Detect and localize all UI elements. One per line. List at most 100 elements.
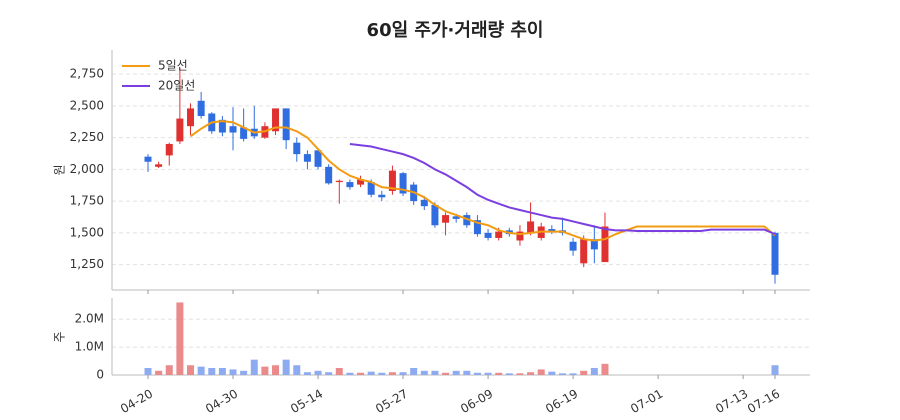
candle-body (580, 239, 588, 264)
legend-label: 20일선 (158, 79, 195, 93)
candle-body (388, 170, 396, 191)
candle-body (463, 215, 471, 226)
candle-body (155, 164, 163, 167)
candle-body (420, 199, 428, 207)
candle-body (218, 119, 226, 133)
volume-bar (473, 372, 481, 375)
volume-bar (218, 368, 226, 375)
x-tick-label: 06-09 (458, 387, 495, 417)
volume-bar (527, 372, 535, 375)
y-axis-label: 원 (53, 164, 67, 175)
volume-bar (357, 372, 365, 375)
volume-bar (208, 368, 216, 375)
candle-body (282, 108, 290, 141)
x-tick-label: 07-13 (713, 387, 750, 417)
candle-body (293, 142, 301, 155)
y-tick-label: 2,000 (70, 162, 104, 176)
y-tick-label: 2,500 (70, 98, 104, 112)
candle-body (378, 194, 386, 198)
volume-bar (580, 370, 588, 375)
candle-body (325, 166, 333, 184)
volume-bar (155, 370, 163, 375)
volume-bar (569, 373, 577, 375)
chart-title: 60일 주가·거래량 추이 (367, 20, 544, 41)
volume-bar (282, 359, 290, 375)
candle-body (314, 150, 322, 167)
y-tick-label: 0 (96, 368, 104, 382)
x-tick-label: 05-27 (373, 387, 410, 417)
volume-bar (197, 366, 205, 375)
volume-bar (420, 370, 428, 375)
volume-bar (771, 365, 779, 375)
candle-body (229, 126, 237, 133)
candle-body (473, 220, 481, 235)
volume-bar (388, 372, 396, 375)
y-tick-label: 1.0M (75, 340, 104, 354)
volume-bar (272, 365, 280, 375)
candle-body (176, 118, 184, 142)
volume-bar (378, 372, 386, 375)
volume-bar (601, 363, 609, 375)
candle-body (495, 231, 503, 238)
x-tick-label: 05-14 (288, 387, 325, 417)
candle-body (335, 180, 343, 183)
volume-bar (229, 369, 237, 375)
y-axis-label: 주 (53, 331, 67, 342)
y-tick-label: 2.0M (75, 312, 104, 326)
volume-bar (484, 372, 492, 375)
volume-bar (537, 369, 545, 375)
volume-bar (505, 373, 513, 375)
volume-bar (303, 372, 311, 375)
candle-body (527, 221, 535, 233)
x-tick-label: 07-01 (628, 387, 665, 417)
candle-body (771, 232, 779, 275)
ma-line (189, 120, 776, 242)
volume-bar (431, 370, 439, 375)
y-tick-label: 2,250 (70, 130, 104, 144)
x-tick-label: 06-19 (543, 387, 580, 417)
volume-bar (335, 368, 343, 375)
volume-bar (548, 371, 556, 375)
candle-body (590, 239, 598, 250)
candle-body (431, 204, 439, 226)
candle-body (346, 182, 354, 188)
candle-body (601, 226, 609, 263)
candle-body (516, 231, 524, 241)
y-tick-label: 2,750 (70, 67, 104, 81)
volume-bar (495, 372, 503, 375)
candle-body (303, 154, 311, 162)
volume-bar (187, 365, 195, 375)
volume-bar (367, 371, 375, 375)
legend-label: 5일선 (158, 59, 188, 73)
candle-body (399, 173, 407, 194)
volume-bar (240, 370, 248, 375)
candle-body (484, 232, 492, 238)
x-tick-label: 04-30 (203, 387, 240, 417)
ma-line (349, 142, 776, 236)
candle-body (187, 108, 195, 127)
volume-bar (293, 365, 301, 375)
volume-bar (463, 370, 471, 375)
volume-bar (410, 368, 418, 375)
candle-body (442, 215, 450, 223)
candle-body (357, 179, 365, 185)
volume-bar (250, 359, 258, 375)
candle-body (272, 108, 280, 132)
volume-bar (261, 366, 269, 375)
candle-body (452, 216, 460, 219)
y-tick-label: 1,500 (70, 225, 104, 239)
y-tick-label: 1,750 (70, 194, 104, 208)
candle-body (548, 229, 556, 232)
volume-bar (325, 372, 333, 375)
candle-body (144, 156, 152, 162)
candle-body (367, 182, 375, 195)
volume-bar (165, 365, 173, 375)
volume-bar (144, 368, 152, 375)
x-tick-label: 07-16 (745, 387, 782, 417)
volume-bar (442, 372, 450, 375)
volume-bar (452, 370, 460, 375)
candle-body (569, 241, 577, 251)
candle-body (197, 100, 205, 117)
volume-bar (558, 373, 566, 375)
